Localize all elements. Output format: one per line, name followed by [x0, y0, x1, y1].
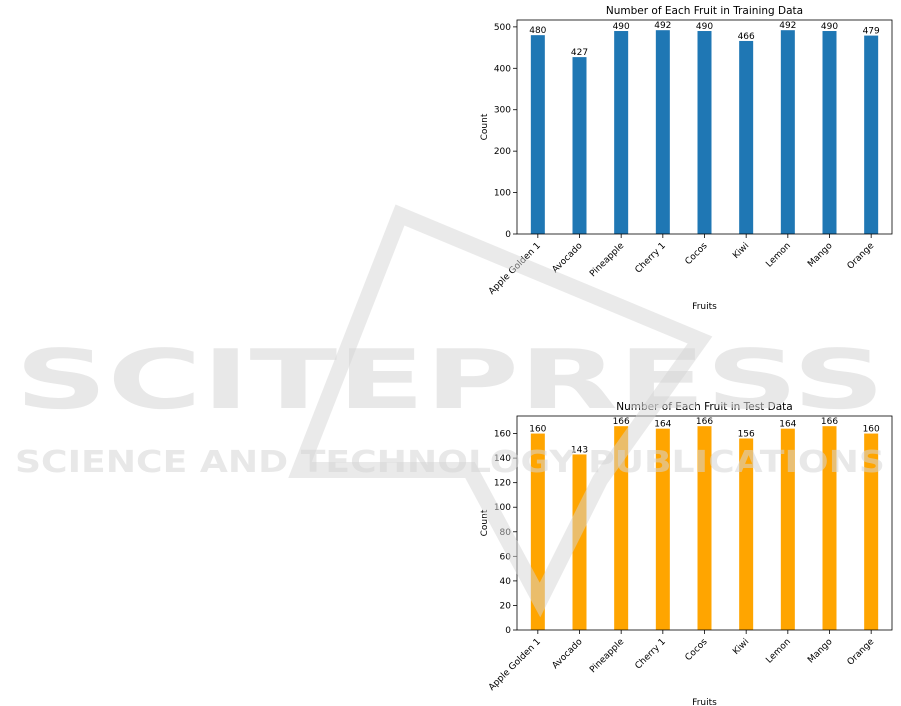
bar [614, 31, 629, 235]
y-tick-label: 500 [494, 23, 511, 33]
x-tick-label: Cocos [684, 637, 710, 663]
value-label: 490 [696, 22, 713, 32]
axes-frame [516, 19, 893, 235]
y-tick-label: 200 [494, 147, 511, 157]
y-tick-label: 20 [500, 601, 512, 611]
bar [822, 31, 837, 235]
y-tick-label: 160 [494, 430, 511, 440]
y-tick-label: 0 [505, 230, 511, 240]
value-label: 490 [821, 22, 838, 32]
watermark-logo [288, 204, 713, 618]
bar [739, 40, 754, 234]
value-label: 156 [738, 429, 755, 439]
bar [864, 433, 879, 630]
value-label: 143 [571, 445, 588, 455]
y-tick-label: 40 [500, 577, 512, 587]
x-tick-label: Kiwi [731, 241, 751, 261]
y-tick-label: 120 [494, 479, 511, 489]
chart-title: Number of Each Fruit in Training Data [606, 5, 803, 17]
x-tick-label: Lemon [764, 241, 793, 270]
y-axis-label: Count [480, 509, 490, 536]
y-axis-label: Count [480, 113, 490, 140]
bar [780, 428, 795, 630]
x-tick-label: Pineapple [588, 637, 626, 675]
value-label: 480 [529, 26, 546, 36]
x-tick-label: Cherry 1 [634, 241, 668, 275]
y-tick-label: 400 [494, 64, 511, 74]
x-tick-label: Avocado [551, 241, 585, 275]
watermark-name: SCITEPRESS [15, 333, 885, 428]
bar [739, 438, 754, 630]
x-tick-label: Mango [806, 637, 835, 666]
value-label: 166 [821, 417, 838, 427]
value-label: 492 [654, 21, 671, 31]
y-tick-label: 100 [494, 189, 511, 199]
value-label: 164 [779, 420, 796, 430]
bar [572, 57, 587, 234]
watermark: SCITEPRESS SCIENCE AND TECHNOLOGY PUBLIC… [15, 204, 885, 618]
bar [655, 30, 670, 234]
x-tick-label: Cherry 1 [634, 637, 668, 671]
x-tick-label: Cocos [684, 241, 710, 267]
bar [822, 426, 837, 630]
y-tick-label: 100 [494, 503, 511, 513]
x-tick-label: Mango [806, 241, 835, 270]
value-label: 479 [863, 27, 880, 37]
bar [697, 31, 712, 235]
bar [614, 426, 629, 630]
bar [864, 35, 879, 235]
y-tick-label: 0 [505, 626, 511, 636]
value-label: 164 [654, 420, 671, 430]
value-label: 492 [779, 21, 796, 31]
value-label: 166 [696, 417, 713, 427]
axes-frame [516, 415, 893, 631]
watermark-tagline: SCIENCE AND TECHNOLOGY PUBLICATIONS [15, 445, 885, 480]
y-tick-label: 300 [494, 106, 511, 116]
x-tick-label: Orange [846, 637, 877, 668]
x-tick-label: Apple Golden 1 [487, 637, 543, 693]
value-label: 166 [613, 417, 630, 427]
x-tick-label: Avocado [551, 637, 585, 671]
value-label: 466 [738, 32, 755, 42]
bar [697, 426, 712, 630]
x-axis-label: Fruits [692, 698, 717, 706]
value-label: 427 [571, 48, 588, 58]
value-label: 160 [863, 425, 880, 435]
bar [780, 30, 795, 234]
value-label: 160 [529, 425, 546, 435]
y-tick-label: 140 [494, 454, 511, 464]
value-label: 490 [613, 22, 630, 32]
bar [655, 428, 670, 630]
y-tick-label: 60 [500, 552, 512, 562]
x-tick-label: Pineapple [588, 241, 626, 279]
x-tick-label: Kiwi [731, 637, 751, 657]
x-axis-label: Fruits [692, 302, 717, 312]
x-tick-label: Orange [846, 241, 877, 272]
bar [530, 35, 545, 235]
x-tick-label: Lemon [764, 637, 793, 666]
